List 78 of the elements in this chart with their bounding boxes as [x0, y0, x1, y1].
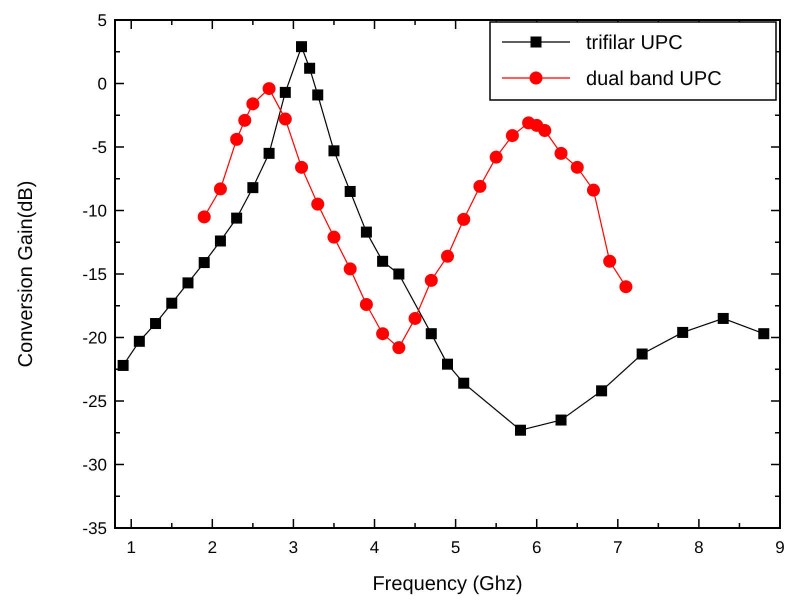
y-tick-label: -25	[82, 392, 107, 411]
y-axis-title: Conversion Gain(dB)	[15, 180, 37, 368]
x-tick-label: 6	[532, 538, 542, 557]
x-tick-label: 5	[450, 538, 460, 557]
point	[230, 132, 244, 146]
point	[408, 312, 422, 325]
point	[182, 277, 194, 288]
point	[677, 326, 688, 338]
y-tick-label: -10	[82, 202, 107, 220]
point	[758, 328, 770, 340]
y-tick-label: -20	[82, 328, 107, 348]
point	[619, 280, 632, 294]
point	[118, 360, 129, 371]
point	[490, 150, 503, 164]
y-tick-label: -35	[82, 519, 107, 538]
legend-label: dual band UPC	[586, 68, 722, 90]
point	[596, 385, 608, 396]
x-tick-label: 7	[613, 538, 623, 557]
point	[262, 82, 276, 96]
point	[166, 298, 178, 309]
point	[376, 327, 390, 340]
x-tick-label: 1	[126, 538, 136, 557]
point	[246, 97, 260, 110]
point	[344, 186, 356, 197]
point	[473, 180, 486, 193]
point	[198, 257, 210, 268]
point	[214, 182, 227, 196]
point	[393, 268, 404, 280]
point	[134, 336, 145, 347]
point	[328, 145, 340, 156]
point	[586, 184, 600, 197]
x-tick-label: 8	[694, 538, 704, 557]
point	[458, 378, 470, 389]
point	[247, 182, 258, 194]
x-tick-label: 2	[208, 538, 218, 557]
point	[377, 256, 388, 267]
point	[360, 226, 372, 238]
point	[718, 312, 729, 324]
point	[198, 210, 211, 224]
point	[554, 146, 568, 160]
point	[424, 274, 438, 287]
legend-label: trifilar UPC	[586, 32, 683, 54]
x-tick-label: 3	[288, 538, 298, 557]
point	[506, 129, 519, 142]
point	[538, 124, 552, 137]
point	[296, 41, 308, 52]
y-tick-label: 0	[98, 74, 107, 94]
point	[570, 160, 584, 174]
point	[278, 112, 292, 126]
x-tick-label: 4	[370, 538, 380, 557]
x-tick-label: 9	[775, 538, 785, 557]
point	[214, 235, 226, 246]
point	[556, 414, 567, 426]
point	[603, 254, 616, 268]
point	[636, 348, 648, 360]
y-tick-label: -5	[92, 138, 107, 157]
point	[514, 424, 526, 436]
point	[441, 250, 454, 263]
x-axis-title: Frequency (Ghz)	[372, 573, 523, 595]
point	[295, 160, 308, 174]
point	[231, 212, 242, 224]
point	[280, 86, 291, 98]
point	[344, 262, 357, 276]
point	[426, 328, 437, 340]
point	[264, 148, 275, 159]
point	[392, 341, 406, 354]
point	[311, 198, 324, 211]
point	[150, 318, 162, 330]
point	[360, 298, 373, 311]
y-tick-label: -30	[82, 456, 107, 474]
point	[442, 358, 453, 370]
point	[238, 114, 252, 127]
point	[304, 62, 316, 74]
point	[457, 212, 470, 226]
point	[327, 230, 340, 244]
y-tick-label: -15	[82, 265, 107, 284]
point	[312, 89, 324, 100]
y-tick-label: 5	[98, 11, 107, 30]
